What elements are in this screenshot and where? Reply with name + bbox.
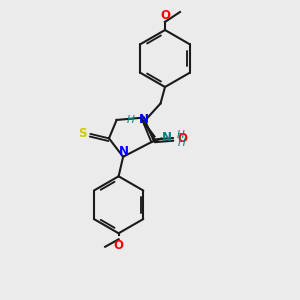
- Text: N: N: [162, 131, 172, 144]
- Text: S: S: [78, 127, 86, 140]
- Text: N: N: [119, 145, 129, 158]
- Text: H: H: [126, 115, 134, 125]
- Text: H: H: [177, 130, 185, 140]
- Text: O: O: [177, 131, 187, 145]
- Text: O: O: [160, 9, 170, 22]
- Text: O: O: [114, 239, 124, 252]
- Text: H: H: [178, 138, 185, 148]
- Text: N: N: [139, 113, 149, 127]
